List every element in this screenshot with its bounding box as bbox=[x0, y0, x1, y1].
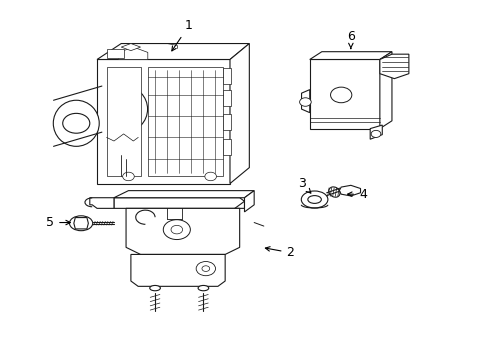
Text: 6: 6 bbox=[346, 30, 354, 49]
Bar bbox=[223, 90, 231, 105]
Polygon shape bbox=[126, 208, 239, 255]
Ellipse shape bbox=[149, 285, 160, 291]
Polygon shape bbox=[379, 54, 408, 78]
Polygon shape bbox=[369, 125, 382, 139]
Text: 1: 1 bbox=[171, 19, 192, 51]
Bar bbox=[106, 49, 123, 58]
Text: 5: 5 bbox=[46, 216, 70, 229]
Polygon shape bbox=[121, 44, 140, 51]
Polygon shape bbox=[244, 191, 254, 212]
Circle shape bbox=[122, 172, 134, 181]
Polygon shape bbox=[309, 52, 391, 59]
Ellipse shape bbox=[301, 191, 327, 208]
Polygon shape bbox=[309, 59, 379, 129]
Text: 3: 3 bbox=[297, 177, 310, 193]
Circle shape bbox=[330, 87, 351, 103]
Text: 2: 2 bbox=[265, 246, 294, 259]
Ellipse shape bbox=[328, 187, 339, 197]
Bar bbox=[223, 139, 231, 155]
Circle shape bbox=[204, 172, 216, 181]
Ellipse shape bbox=[76, 220, 86, 226]
Circle shape bbox=[202, 266, 209, 271]
Polygon shape bbox=[74, 217, 88, 229]
Circle shape bbox=[299, 98, 310, 106]
Polygon shape bbox=[131, 255, 224, 286]
Circle shape bbox=[196, 261, 215, 276]
Polygon shape bbox=[119, 47, 147, 59]
Polygon shape bbox=[106, 67, 140, 176]
Polygon shape bbox=[339, 185, 360, 196]
Circle shape bbox=[62, 113, 90, 133]
Circle shape bbox=[163, 220, 190, 239]
Polygon shape bbox=[379, 52, 391, 129]
Bar bbox=[223, 68, 231, 84]
Circle shape bbox=[370, 130, 380, 138]
Polygon shape bbox=[90, 198, 114, 208]
Polygon shape bbox=[229, 44, 249, 184]
Polygon shape bbox=[97, 59, 229, 184]
Text: 4: 4 bbox=[347, 188, 366, 201]
Ellipse shape bbox=[307, 195, 321, 203]
Bar bbox=[223, 114, 231, 130]
Ellipse shape bbox=[119, 92, 133, 126]
Polygon shape bbox=[114, 191, 254, 198]
Polygon shape bbox=[301, 90, 309, 113]
Circle shape bbox=[171, 225, 182, 234]
Ellipse shape bbox=[69, 216, 93, 231]
Ellipse shape bbox=[198, 285, 208, 291]
Polygon shape bbox=[114, 198, 244, 208]
Polygon shape bbox=[97, 44, 249, 59]
Polygon shape bbox=[147, 67, 223, 176]
Ellipse shape bbox=[53, 100, 99, 146]
